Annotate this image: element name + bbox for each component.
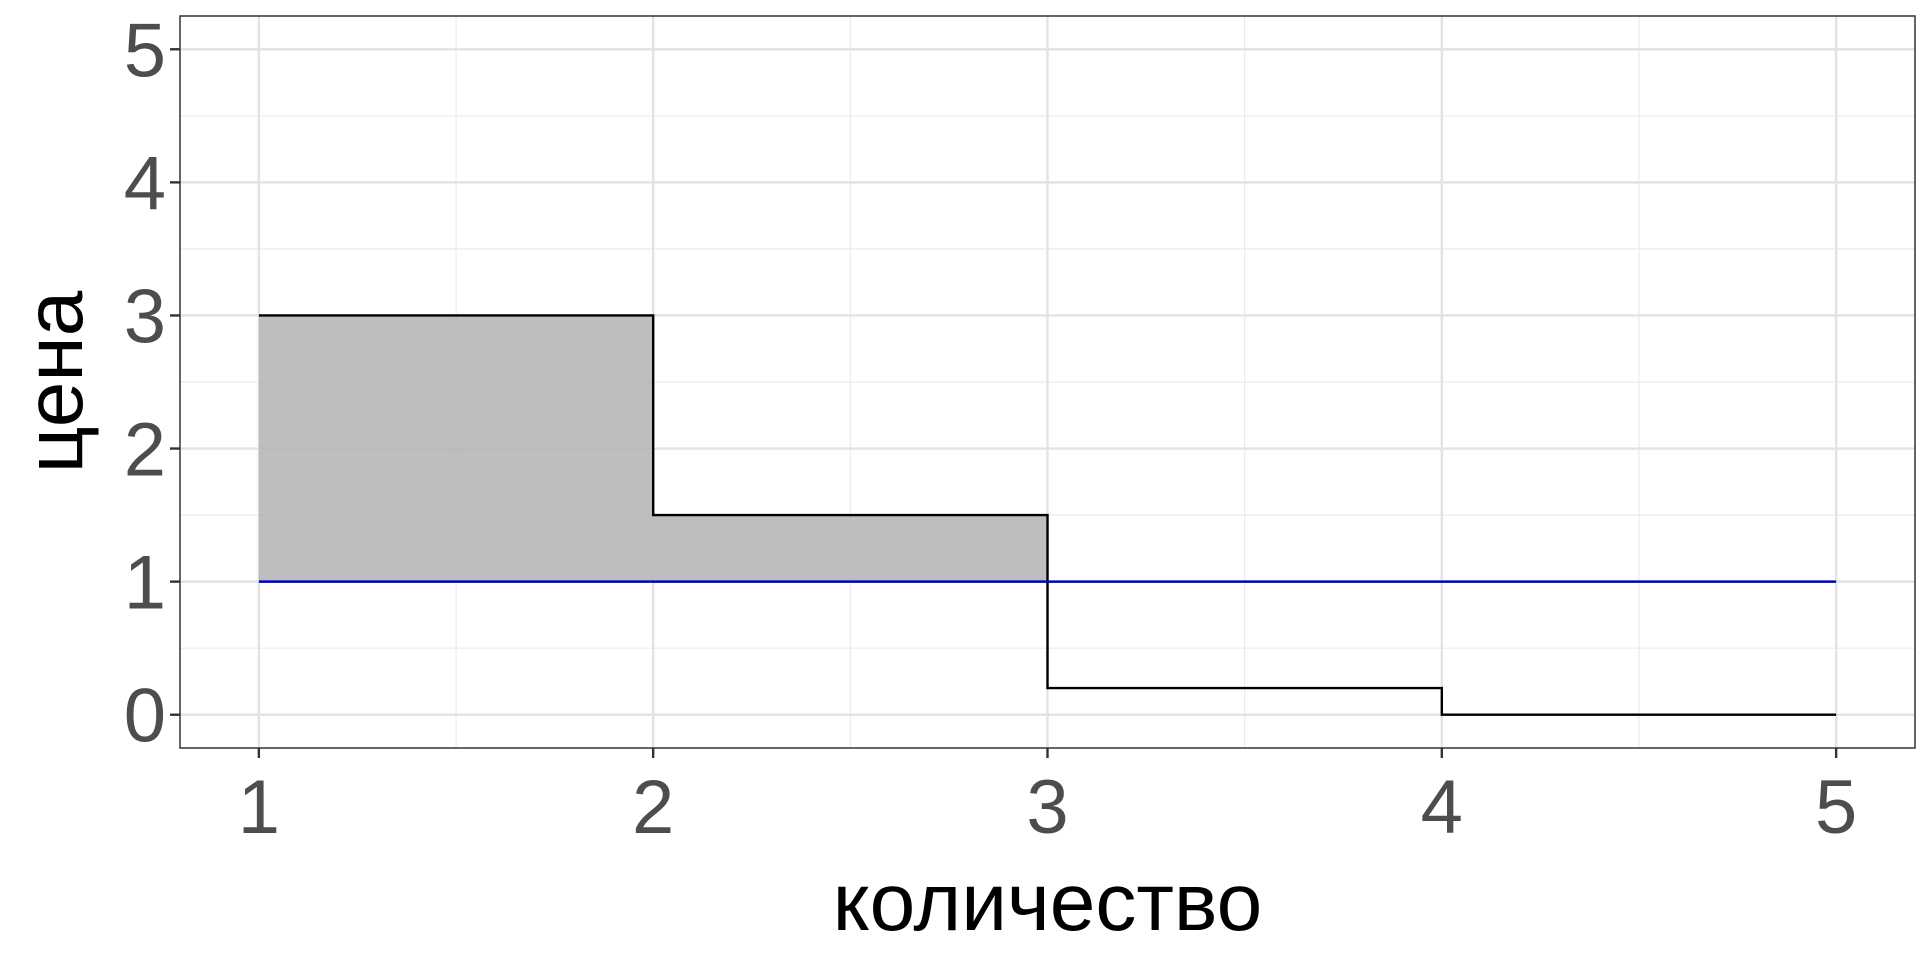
shaded-area-2 [653, 515, 1048, 582]
y-tick-label: 0 [124, 674, 166, 759]
x-tick-label: 5 [1815, 765, 1857, 850]
y-tick-labels: 0 1 2 3 4 5 [124, 8, 166, 758]
x-tick-label: 2 [632, 765, 674, 850]
series-lines [258, 314, 1837, 716]
y-tick-label: 5 [124, 8, 166, 93]
x-tick-labels: 1 2 3 4 5 [238, 765, 1858, 850]
step-series-line [258, 314, 1837, 716]
x-tick-label: 4 [1421, 765, 1463, 850]
x-tick-label: 1 [238, 765, 280, 850]
y-tick-label: 2 [124, 408, 166, 493]
y-tick-label: 3 [124, 274, 166, 359]
shaded-areas [258, 315, 1048, 582]
y-tick-label: 1 [124, 541, 166, 626]
y-tick-label: 4 [124, 141, 166, 226]
y-axis-title: цена [9, 290, 100, 473]
x-tick-label: 3 [1026, 765, 1068, 850]
x-axis-title: количество [833, 857, 1262, 948]
axis-ticks [170, 48, 1838, 758]
shaded-area-1 [258, 315, 654, 582]
